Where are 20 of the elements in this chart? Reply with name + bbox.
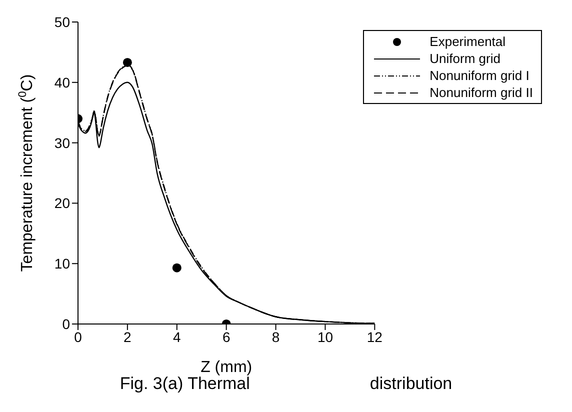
caption: Fig. 3(a) Thermal (120, 374, 250, 394)
x-tick-label: 8 (272, 328, 280, 345)
y-tick-label: 30 (54, 134, 70, 151)
y-tick-label: 10 (54, 256, 70, 272)
legend-label: Nonuniform grid I (430, 68, 530, 83)
y-tick-label: 40 (54, 74, 70, 90)
text: distribution (370, 374, 452, 394)
x-tick-label: 2 (124, 328, 132, 345)
x-tick-label: 6 (222, 328, 230, 345)
y-tick-label: 20 (54, 195, 70, 212)
legend-label: Experimental (430, 34, 506, 49)
x-tick-label: 4 (172, 328, 181, 345)
x-axis-title: Z (mm) (200, 359, 252, 376)
legend-label: Uniform grid (430, 51, 500, 66)
x-tick-label: 0 (74, 328, 82, 345)
y-tick-label: 50 (54, 14, 70, 30)
legend-label: Nonuniform grid II (430, 85, 533, 100)
x-tick-label: 10 (317, 328, 334, 345)
y-tick-label: 0 (62, 316, 70, 332)
x-tick-label: 12 (366, 328, 383, 345)
